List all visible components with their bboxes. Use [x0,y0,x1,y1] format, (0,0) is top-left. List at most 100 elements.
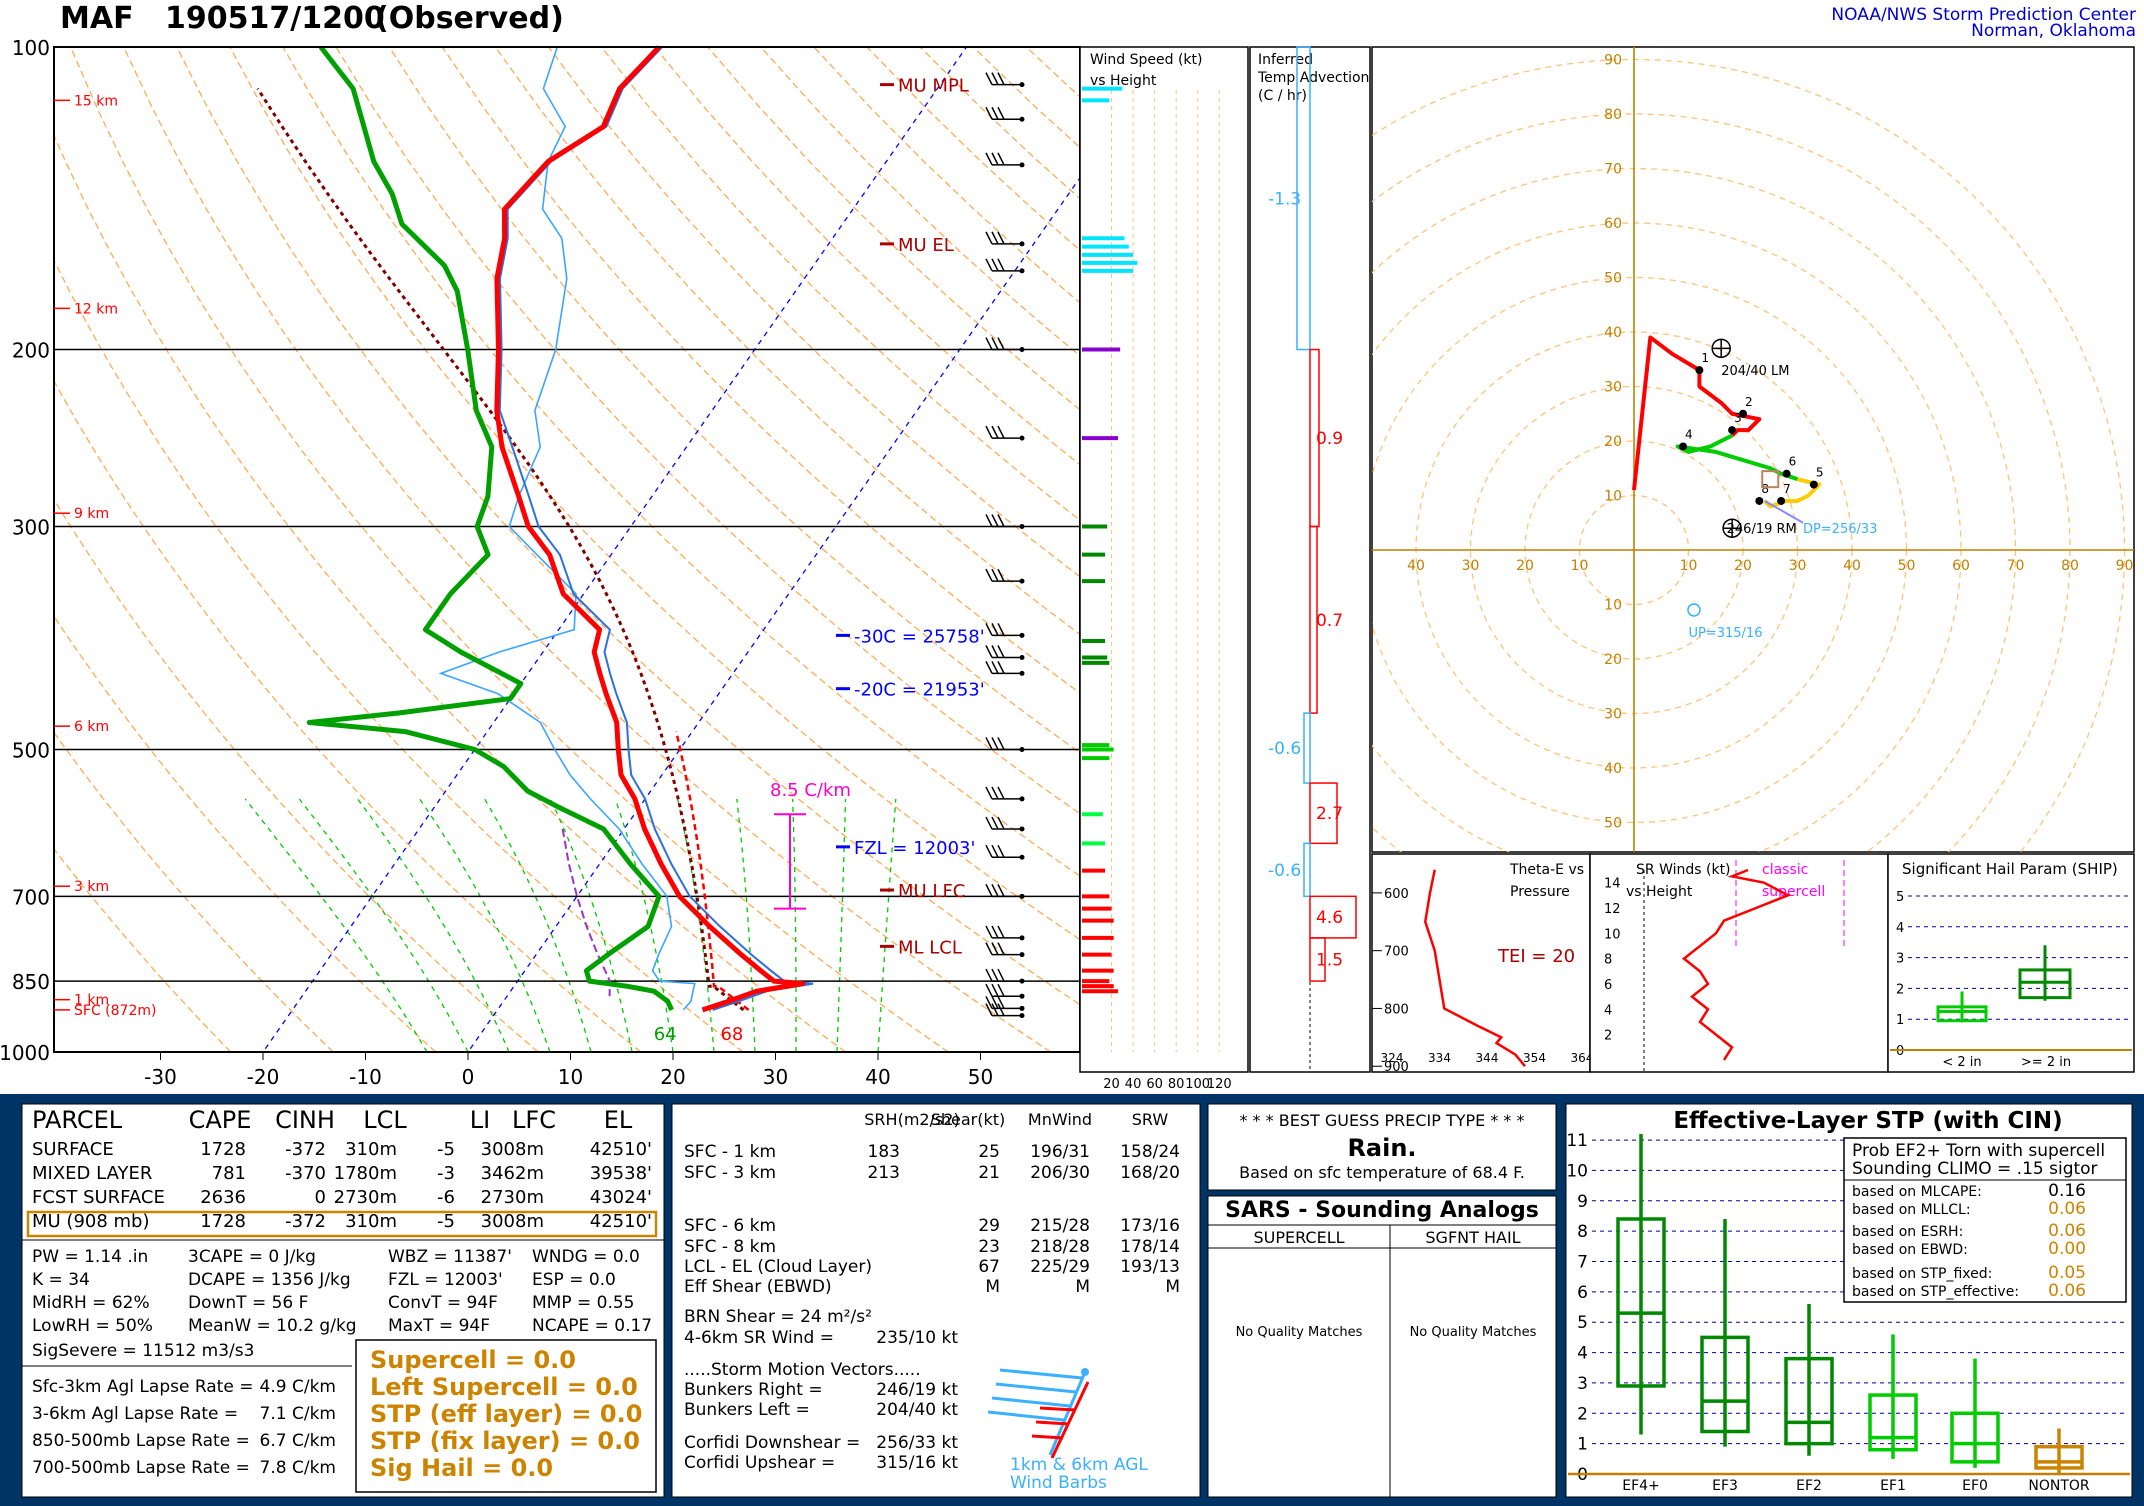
barb-label-2: Wind Barbs [1010,1473,1107,1493]
dry-adiabat [600,47,1080,522]
height-label: 3 km [74,879,109,895]
sars-col-supercell: SUPERCELL [1253,1228,1344,1247]
wind-barb [985,737,1025,752]
ship-y-label: 3 [1896,952,1904,967]
stp-box [1700,1219,1750,1447]
hodograph-point-label: 8 [1761,482,1769,496]
advection-label: 2.7 [1316,804,1343,824]
kinematics-cell: SFC - 3 km [684,1163,776,1183]
hodograph-point-label: 3 [1734,411,1742,425]
index-cell: NCAPE = 0.17 [532,1316,652,1336]
status-label: (Observed) [375,1,564,36]
ship-category-label: >= 2 in [2021,1055,2071,1070]
theta-e-frame [1371,853,1591,1073]
dry-adiabat [335,47,1080,815]
index-cell: WBZ = 11387' [388,1247,512,1267]
kinematics-frame [671,1103,1201,1498]
index-cell: DCAPE = 1356 J/kg [188,1270,351,1290]
moist-adiabat [244,798,428,1052]
lapse-label: 3-6km Agl Lapse Rate = [32,1404,238,1424]
sars-title: SARS - Sounding Analogs [1225,1198,1539,1223]
parcel-cell: 310m [345,1211,397,1232]
wind-barb [985,661,1025,676]
storm-motion-label: 204/40 LM [1721,364,1789,379]
pressure-tick-label: 850 [12,970,50,994]
barb-label-1: 1km & 6km AGL [1010,1455,1148,1475]
storm-motion-value: 315/16 kt [876,1453,958,1473]
kinematics-cell: SFC - 8 km [684,1237,776,1257]
stp-prob-value: 0.06 [2048,1199,2086,1219]
theta-e-y-label: 600 [1384,887,1409,902]
pressure-tick-label: 200 [12,339,50,363]
temp-tick-label: 10 [558,1065,583,1089]
theta-e-y-label: 900 [1384,1060,1409,1075]
temp-tick-label: 0 [462,1065,475,1089]
parcel-cell: 39538' [590,1163,652,1184]
sars-col-sgfnt-hail: SGFNT HAIL [1425,1228,1520,1247]
wind-barb [985,1003,1025,1019]
hodograph-trace [1632,335,1762,491]
stp-prob-value: 0.06 [2048,1221,2086,1241]
stp-prob-line-1: Prob EF2+ Torn with supercell [1852,1141,2105,1161]
hodograph-y-tick: 20 [1604,652,1622,668]
kinematics-cell: 25 [978,1142,1000,1162]
theta-e-x-label: 364 [1571,1051,1594,1065]
storm-motion-label: Corfidi Upshear = [684,1453,835,1473]
stp-prob-value: 0.06 [2048,1281,2086,1301]
tei-label: TEI = 20 [1497,946,1575,967]
sr-winds-y-label: 14 [1604,877,1621,892]
ship-y-label: 2 [1896,982,1904,997]
theta-e-y-label: 800 [1384,1002,1409,1017]
parcel-cell: 2636 [200,1187,246,1208]
hodograph-y-tick: 70 [1604,162,1622,178]
stp-y-label: 4 [1577,1344,1588,1364]
sr-classic-label: classic [1762,862,1808,878]
level-label: -30C = 25758' [854,626,985,647]
stp-y-label: 5 [1577,1313,1588,1333]
dry-adiabat [282,47,1080,877]
sars-msg-hail: No Quality Matches [1410,1325,1537,1340]
sr-wind-label: 4-6km SR Wind = [684,1328,834,1348]
theta-e-y-label: 700 [1384,945,1409,960]
height-label: 6 km [74,719,109,735]
hodograph-point [1755,496,1764,505]
hodograph-y-tick: 40 [1604,761,1622,777]
stp-category-label: EF4+ [1622,1478,1660,1494]
hodograph-y-tick: 60 [1604,216,1622,232]
sfc-temp-label: 68 [720,1024,743,1045]
advection-label: -1.3 [1268,189,1301,209]
parcel-cell: 2730m [334,1187,397,1208]
kinematics-header: MnWind [1028,1110,1092,1129]
level-label: -20C = 21953' [854,680,985,701]
kinematics-cell: 173/16 [1120,1216,1180,1236]
lapse-value: 6.7 C/km [260,1431,336,1451]
lapse-value: 4.9 C/km [260,1377,336,1397]
wind-barb [985,968,1025,984]
storm-motion-value: 204/40 kt [876,1400,958,1420]
storm-motion-label: UP=315/16 [1689,626,1763,641]
dry-adiabat [494,47,1080,636]
composite-label: STP (eff layer) = 0.0 [370,1400,642,1428]
sars-msg-supercell: No Quality Matches [1236,1325,1363,1340]
kinematics-header: SRW [1132,1110,1169,1129]
parcel-cell: 1780m [334,1163,397,1184]
kinematics-cell: M [985,1277,1000,1297]
kinematics-cell: 196/31 [1030,1142,1090,1162]
composite-label: Sig Hail = 0.0 [370,1454,553,1482]
org-line-2: Norman, Oklahoma [1971,21,2136,41]
wind-speed-tick: 60 [1146,1077,1163,1092]
level-label: MU EL [898,235,954,256]
downdraft-trace [561,828,611,997]
hodograph-y-tick: 30 [1604,380,1622,396]
kinematics-cell: 218/28 [1030,1237,1090,1257]
valid-time: 190517/1200 [165,1,385,36]
wind-barb [985,844,1025,860]
ship-frame [1887,853,2135,1073]
sigsevere-label: SigSevere = 11512 m3/s3 [32,1341,254,1361]
lapse-value: 7.1 C/km [260,1404,336,1424]
parcel-cell: -5 [437,1211,455,1232]
ship-category-label: < 2 in [1942,1055,1981,1070]
storm-motion-label: Bunkers Right = [684,1380,823,1400]
hodograph-point [1809,480,1818,489]
temp-advection-title-1: Inferred [1258,52,1313,68]
